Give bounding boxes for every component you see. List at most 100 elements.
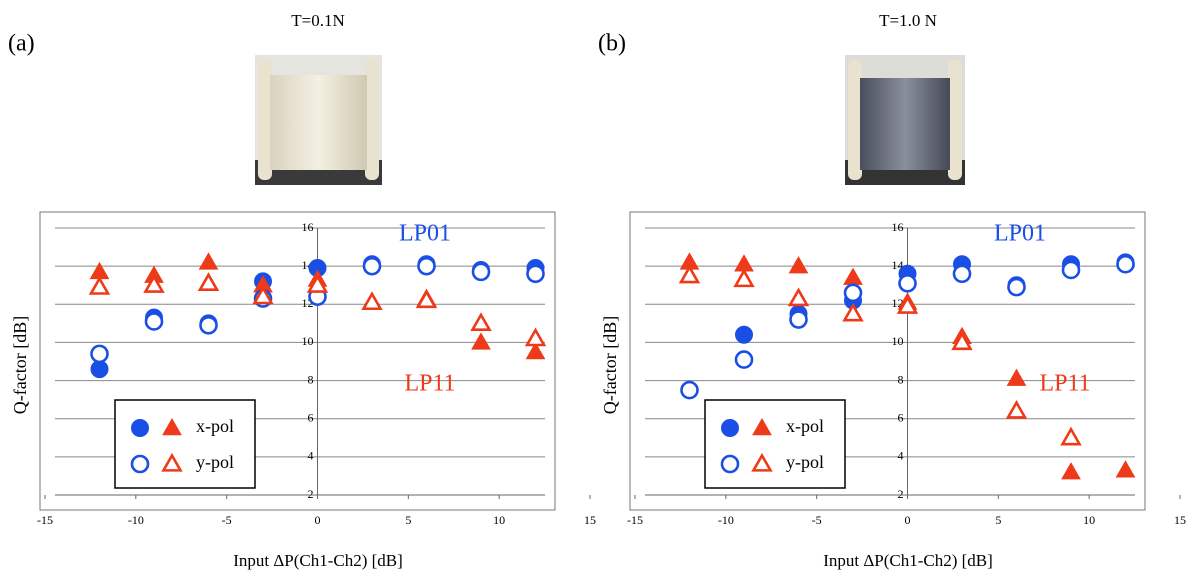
marker-triangle [161, 452, 183, 472]
marker-triangle [843, 267, 863, 285]
marker-triangle [361, 291, 383, 311]
x-tick-label: 0 [905, 513, 911, 527]
x-tick-label: 15 [584, 513, 596, 527]
spool-photo [255, 55, 382, 185]
marker-triangle [896, 295, 919, 314]
x-axis-label: Input ΔP(Ch1-Ch2) [dB] [233, 551, 403, 570]
marker-circle [1061, 260, 1081, 280]
annotation: LP01 [994, 221, 1046, 247]
marker-circle [199, 315, 218, 335]
panel-label: (b) [598, 31, 626, 57]
marker-triangle [1061, 462, 1081, 480]
marker-triangle [951, 331, 973, 351]
marker-circle [90, 360, 109, 379]
y-tick-label: 16 [892, 220, 904, 234]
y-axis-label: Q-factor [dB] [600, 316, 620, 414]
marker-circle [362, 256, 382, 276]
x-tick-label: -5 [812, 513, 822, 527]
x-tick-label: 5 [995, 513, 1001, 527]
marker-triangle [471, 332, 491, 350]
marker-triangle [788, 256, 809, 274]
marker-circle [720, 454, 740, 474]
y-tick-label: 8 [308, 372, 314, 386]
y-tick-label: 10 [892, 334, 904, 348]
y-tick-label: 4 [308, 449, 314, 463]
y-tick-label: 10 [302, 334, 314, 348]
marker-triangle [252, 285, 274, 305]
marker-circle [526, 264, 545, 284]
legend-label: x-pol [196, 416, 234, 436]
marker-triangle [198, 252, 219, 270]
marker-circle [130, 454, 150, 474]
x-tick-label: 10 [493, 513, 505, 527]
marker-triangle [751, 452, 773, 472]
y-tick-label: 8 [898, 372, 904, 386]
marker-circle [680, 380, 699, 400]
panel-label: (a) [8, 31, 35, 57]
marker-circle [90, 344, 109, 364]
marker-circle [789, 310, 808, 329]
marker-circle [1116, 254, 1135, 274]
marker-circle [131, 419, 149, 437]
legend-label: y-pol [196, 452, 234, 472]
marker-triangle [787, 287, 810, 307]
x-tick-label: -10 [718, 513, 734, 527]
marker-circle [898, 274, 917, 293]
marker-triangle [525, 341, 546, 360]
marker-circle [417, 256, 436, 276]
marker-triangle [524, 327, 547, 347]
spool-photo [845, 55, 965, 185]
marker-triangle [752, 417, 772, 436]
y-tick-label: 4 [898, 449, 904, 463]
marker-triangle [1060, 426, 1082, 446]
marker-triangle [415, 289, 438, 309]
x-tick-label: 10 [1083, 513, 1095, 527]
legend-label: x-pol [786, 416, 824, 436]
marker-triangle [1115, 460, 1136, 478]
annotation: LP11 [404, 371, 455, 397]
marker-triangle [143, 274, 165, 293]
marker-circle [843, 283, 863, 303]
x-tick-label: 15 [1174, 513, 1186, 527]
marker-triangle [1006, 368, 1027, 386]
marker-circle [734, 350, 754, 369]
marker-triangle [678, 264, 701, 284]
annotation: LP01 [399, 221, 451, 247]
marker-triangle [1005, 399, 1028, 419]
legend-label: y-pol [786, 452, 824, 472]
x-tick-label: 0 [315, 513, 321, 527]
marker-triangle [197, 272, 220, 291]
x-tick-label: -15 [37, 513, 53, 527]
y-tick-label: 6 [898, 410, 904, 424]
marker-circle [721, 419, 739, 437]
y-tick-label: 2 [898, 487, 904, 501]
x-tick-label: -10 [128, 513, 144, 527]
marker-circle [471, 262, 491, 282]
marker-triangle [470, 312, 492, 332]
annotation: LP11 [1039, 371, 1090, 397]
y-tick-label: 6 [308, 410, 314, 424]
y-tick-label: 2 [308, 487, 314, 501]
marker-circle [952, 264, 972, 284]
chart-title: T=0.1N [291, 11, 345, 30]
y-tick-label: 16 [302, 220, 314, 234]
marker-triangle [842, 302, 864, 322]
legend-box [704, 399, 846, 489]
x-tick-label: -5 [222, 513, 232, 527]
marker-circle [735, 325, 753, 344]
chart-title: T=1.0 N [879, 11, 937, 30]
marker-triangle [306, 274, 329, 293]
legend-box [114, 399, 256, 489]
y-axis-label: Q-factor [dB] [10, 316, 30, 414]
plot-frame [39, 211, 556, 511]
x-axis-label: Input ΔP(Ch1-Ch2) [dB] [823, 551, 993, 570]
marker-triangle [733, 268, 755, 288]
marker-triangle [162, 417, 182, 436]
marker-circle [1007, 277, 1026, 297]
x-tick-label: -15 [627, 513, 643, 527]
marker-triangle [88, 276, 111, 295]
plot-frame [629, 211, 1146, 511]
x-tick-label: 5 [405, 513, 411, 527]
